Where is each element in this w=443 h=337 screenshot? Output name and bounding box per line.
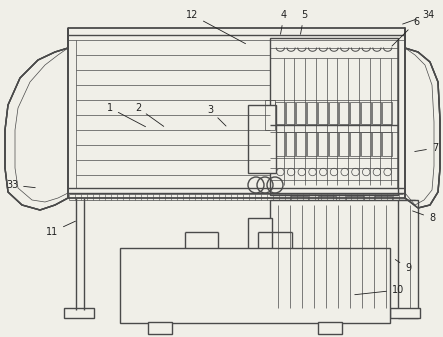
Bar — [318, 322, 342, 334]
Text: 4: 4 — [280, 10, 287, 34]
Bar — [382, 132, 392, 156]
Text: 34: 34 — [403, 10, 434, 24]
Text: 8: 8 — [412, 211, 435, 223]
Bar — [270, 38, 398, 195]
Bar — [361, 102, 370, 124]
Bar — [64, 308, 94, 318]
Bar — [120, 248, 390, 323]
Bar — [372, 102, 381, 124]
Bar — [248, 218, 272, 310]
Text: 2: 2 — [135, 103, 164, 126]
Bar — [329, 132, 338, 156]
Bar — [248, 105, 276, 173]
Bar — [290, 196, 308, 204]
Text: 12: 12 — [186, 10, 245, 44]
Text: 7: 7 — [415, 143, 438, 153]
Text: 6: 6 — [392, 17, 419, 46]
Bar — [382, 102, 392, 124]
Bar — [318, 102, 328, 124]
Bar — [361, 132, 370, 156]
Text: 10: 10 — [355, 285, 404, 295]
Bar — [296, 102, 306, 124]
Text: 11: 11 — [46, 221, 75, 237]
Bar — [307, 132, 317, 156]
Bar — [275, 102, 285, 124]
Bar — [318, 196, 336, 204]
Bar — [318, 132, 328, 156]
Bar — [286, 132, 295, 156]
Bar — [296, 132, 306, 156]
Bar — [270, 200, 415, 310]
Polygon shape — [5, 28, 68, 210]
Text: 9: 9 — [395, 259, 411, 273]
Bar — [286, 102, 295, 124]
Bar — [390, 308, 420, 318]
Bar — [398, 200, 418, 318]
Bar — [265, 100, 275, 130]
Text: 1: 1 — [107, 103, 146, 127]
Bar — [275, 132, 285, 156]
Bar — [350, 132, 360, 156]
Bar — [339, 102, 349, 124]
Bar — [339, 132, 349, 156]
Bar — [270, 38, 398, 48]
Bar — [350, 102, 360, 124]
Bar — [374, 196, 392, 204]
Polygon shape — [405, 28, 440, 208]
Text: 3: 3 — [207, 105, 226, 126]
Text: 5: 5 — [300, 10, 307, 34]
Bar — [307, 102, 317, 124]
Bar — [148, 322, 172, 334]
Bar — [329, 102, 338, 124]
Bar — [372, 132, 381, 156]
Text: 33: 33 — [6, 180, 35, 190]
Bar — [346, 196, 364, 204]
